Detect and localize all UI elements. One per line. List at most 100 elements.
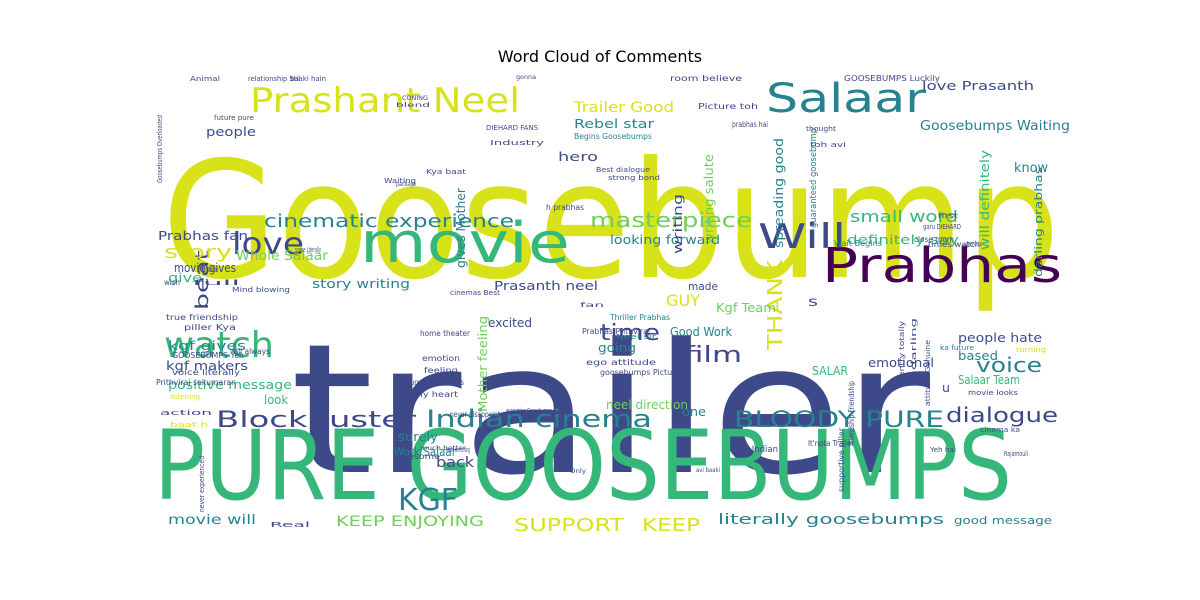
cloud-word: GUY	[666, 291, 700, 310]
cloud-word: neel direction	[606, 398, 688, 412]
cloud-word: genius	[966, 240, 982, 248]
cloud-word: avi baaki	[696, 467, 720, 474]
cloud-word: turning	[1016, 346, 1046, 354]
cloud-word: Trailer Good	[573, 100, 674, 116]
cloud-word: story	[164, 242, 232, 263]
cloud-word: room believe	[670, 74, 742, 83]
cloud-word: Only	[570, 468, 587, 475]
cloud-word: garu DIEHARD	[923, 223, 961, 231]
cloud-word: KEEP	[642, 515, 700, 535]
cloud-word: Kya baat	[426, 168, 466, 176]
cloud-word: writing	[671, 194, 685, 254]
cloud-word: Wait Begins	[834, 239, 882, 248]
cloud-word: excited	[488, 316, 532, 330]
cloud-word: s	[808, 295, 818, 310]
cloud-word: beat	[192, 250, 213, 310]
cloud-word: Picture toh	[698, 102, 758, 111]
cloud-word: true friendship	[166, 313, 238, 322]
cloud-word: attitude Genuine	[924, 340, 932, 406]
cloud-word: baat h	[170, 421, 208, 429]
cloud-word: h prabhas	[546, 203, 584, 212]
cloud-word: listening	[170, 393, 200, 401]
cloud-word: writing salute	[702, 154, 716, 244]
cloud-word: movie looks	[968, 389, 1018, 397]
cloud-word: darling	[910, 318, 918, 370]
cloud-word: KGF	[398, 483, 458, 518]
cloud-word: darling prabhas	[1032, 167, 1045, 277]
cloud-word: Animal	[190, 75, 220, 83]
cloud-word: based	[958, 349, 998, 363]
cloud-word: Good Work	[670, 325, 732, 339]
cloud-word: PURE GOOSEBUMPS	[154, 410, 1012, 522]
cloud-word: Prithviraj sukumaran	[156, 378, 236, 387]
cloud-word: time	[600, 321, 660, 346]
cloud-word: voice literally	[172, 368, 240, 377]
cloud-word: emotion	[422, 354, 460, 363]
cloud-word: Begins Goosebumps	[574, 132, 652, 141]
cloud-word: ka future	[940, 344, 974, 352]
word-cloud: Goosebump trailer PURE GOOSEBUMPS movie Prab…	[150, 72, 1075, 535]
cloud-word: ego attitude	[586, 358, 656, 367]
cloud-word: wrenching Goosebumps	[506, 407, 552, 415]
cloud-word: relationship Stil	[248, 75, 300, 83]
cloud-word: entry totally	[898, 321, 906, 377]
cloud-word: future pure	[214, 114, 254, 122]
cloud-word: It'nota Trailer	[808, 439, 855, 448]
cloud-word: people	[206, 125, 256, 139]
cloud-word: trailer	[290, 306, 930, 515]
cloud-word: supportive piller	[837, 427, 846, 492]
cloud-word: one	[682, 405, 706, 419]
cloud-word: full	[192, 279, 240, 287]
cloud-word: will always	[230, 347, 270, 356]
cloud-word: baaki hain	[290, 75, 326, 83]
chart-title: Word Cloud of Comments	[497, 47, 703, 66]
cloud-word: made	[688, 280, 718, 293]
cloud-word: Goosebump	[162, 128, 1060, 316]
cloud-word: dialogue	[946, 403, 1058, 427]
cloud-word: Goosebumps Waiting	[920, 119, 1070, 134]
cloud-word: goosebumps Picture	[600, 368, 680, 377]
cloud-word: fan	[580, 302, 604, 309]
cloud-word: Will	[758, 217, 846, 257]
cloud-word: Mother feeling	[476, 316, 490, 412]
cloud-word: film	[684, 343, 742, 368]
cloud-word: Prabhas Prithviraj	[582, 327, 650, 336]
cloud-word: home theater	[420, 329, 471, 338]
cloud-word: looking forward	[610, 233, 720, 247]
cloud-word: look	[264, 393, 288, 407]
cloud-word: times watch	[928, 240, 980, 249]
cloud-word: Kgf Team	[716, 301, 776, 315]
cloud-word: Prabhas fan	[158, 229, 248, 243]
cloud-word: Blockbuster	[216, 408, 417, 433]
cloud-word: Prabhas	[822, 238, 1062, 294]
cloud-word: Best dialogue	[596, 166, 650, 174]
cloud-word: Waiting	[384, 177, 416, 185]
cloud-word: kgf gives	[168, 339, 246, 353]
cloud-word: feeling	[424, 366, 458, 375]
cloud-word: GOOSEBUMPS Yeh	[172, 351, 244, 360]
cloud-word: never experienced	[198, 456, 206, 512]
cloud-word: DIEHARD FANS	[486, 124, 539, 132]
cloud-word: action	[160, 409, 212, 417]
cloud-word: back	[436, 455, 475, 471]
cloud-word: first	[938, 212, 958, 220]
cloud-word: Indian cinema	[426, 405, 652, 433]
cloud-word: Salaar Team	[958, 373, 1020, 387]
cloud-word: movie	[360, 211, 570, 276]
cloud-word: Rajamouli	[1004, 450, 1028, 458]
cloud-word: toh avi	[810, 141, 846, 149]
cloud-word: Prasanth neel	[494, 279, 598, 293]
cloud-word: movie will	[168, 513, 256, 528]
cloud-word: Mind blowing	[232, 286, 290, 294]
cloud-word: cinemas Best	[450, 289, 500, 297]
cloud-word: surely	[398, 430, 438, 444]
cloud-word: BLOODY PURE	[734, 408, 944, 433]
cloud-word: u	[942, 381, 950, 395]
cloud-word: Prashant Neel	[250, 81, 520, 121]
cloud-word: give	[168, 271, 202, 285]
cloud-word: watch	[164, 325, 274, 366]
cloud-word: package	[396, 181, 416, 188]
cloud-word: emotional	[868, 356, 934, 370]
cloud-word: blend	[396, 102, 430, 109]
cloud-word: Rebel star	[574, 117, 654, 131]
